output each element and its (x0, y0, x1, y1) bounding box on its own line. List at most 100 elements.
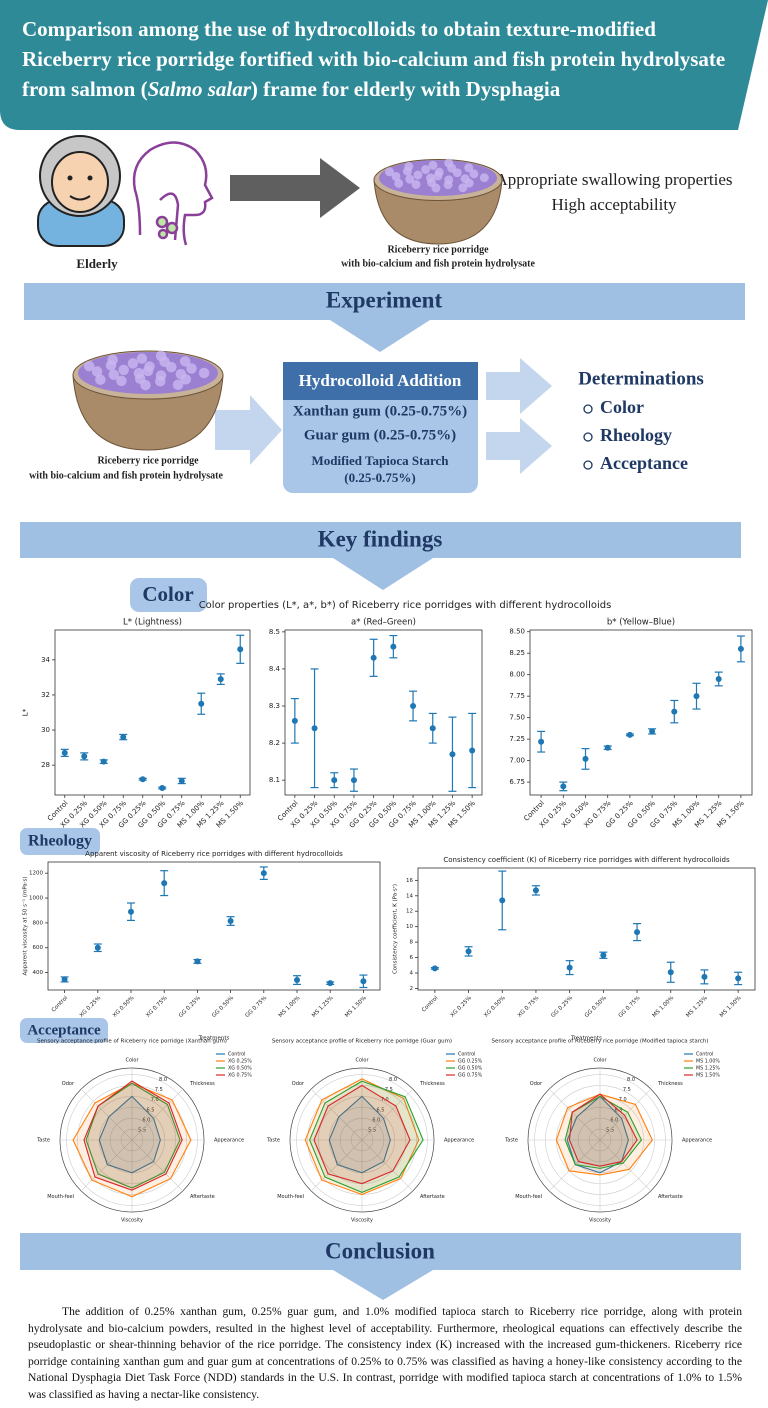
r-tick-label: 7.5 (623, 1087, 631, 1093)
spoke (548, 1088, 601, 1141)
x-tick-label: MS 1.25% (685, 995, 709, 1019)
section-heading: Experiment (326, 287, 443, 312)
x-tick-label: XG 0.50% (483, 995, 507, 1019)
series-area (85, 1082, 181, 1189)
x-tick-label: GG 0.50% (584, 995, 608, 1019)
bullet (583, 432, 593, 442)
point (227, 918, 234, 925)
spoke (548, 1139, 601, 1192)
chart-suptitle: Color properties (L*, a*, b*) of Riceber… (199, 600, 612, 611)
legend-label: XG 0.50% (228, 1066, 252, 1072)
y-tick-label: 34 (41, 656, 50, 664)
point (260, 870, 267, 877)
section-pointer (330, 320, 430, 352)
bullet (583, 460, 593, 470)
arrow (230, 158, 360, 218)
x-tick-label: Control (51, 995, 70, 1014)
point (604, 744, 611, 751)
axis-label: Aftertaste (190, 1194, 215, 1200)
point (649, 728, 656, 735)
chart-title: L* (Lightness) (123, 618, 182, 628)
y-tick-label: 12 (406, 909, 413, 915)
y-tick-label: 8.3 (269, 702, 280, 710)
grain (391, 171, 401, 181)
grain (394, 178, 404, 188)
chart-title: a* (Red–Green) (351, 618, 416, 628)
grain (198, 367, 210, 379)
point (360, 978, 367, 985)
y-tick-label: 1000 (29, 896, 43, 902)
series-area (309, 1080, 424, 1193)
point (701, 973, 708, 980)
x-tick-label: XG 0.50% (112, 995, 136, 1019)
legend-label: MS 1.25% (696, 1066, 720, 1072)
point (198, 700, 205, 707)
section-heading: Key findings (318, 526, 443, 551)
point (532, 887, 539, 894)
y-axis-label: Apparent viscosity at 50 s⁻¹ (mPa·s) (21, 876, 28, 975)
y-tick-label: 7.25 (509, 735, 525, 743)
label-box (130, 578, 207, 612)
point (560, 783, 567, 790)
chart-title: b* (Yellow–Blue) (607, 618, 675, 628)
throat-icon (132, 141, 214, 246)
x-tick-label: GG 0.75% (618, 995, 642, 1019)
x-tick-label: GG 0.25% (550, 995, 574, 1019)
axis-label: Mouth-feel (515, 1194, 542, 1200)
spoke (310, 1088, 363, 1141)
chart-title: Consistency coefficient (K) of Riceberry… (443, 856, 730, 864)
series-area (98, 1095, 161, 1174)
determination: Acceptance (600, 453, 688, 473)
axis-label: Taste (504, 1138, 518, 1144)
point (61, 976, 68, 983)
series-area (564, 1095, 643, 1169)
y-tick-label: 8.4 (269, 665, 281, 673)
y-tick-label: 7.75 (509, 692, 525, 700)
x-tick-label: Control (421, 995, 440, 1014)
axis-label: Mouth-feel (277, 1194, 304, 1200)
axis-label: Aftertaste (420, 1194, 445, 1200)
axis-label: Taste (266, 1138, 280, 1144)
label-box (20, 1018, 108, 1043)
r-tick-label: 6.5 (377, 1107, 385, 1113)
grain (155, 350, 167, 362)
axis-label: Appearance (444, 1138, 474, 1144)
axis-label: Color (125, 1058, 139, 1064)
point (94, 944, 101, 951)
point (737, 645, 744, 652)
point (634, 929, 641, 936)
point (128, 908, 134, 915)
plot-frame (417, 867, 756, 991)
chart-title: Sensory acceptance profile of Riceberry … (37, 1039, 227, 1045)
y-tick-label: 600 (33, 945, 44, 951)
label: Elderly (76, 256, 118, 271)
y-tick-label: 8.1 (269, 776, 280, 784)
r-tick-label: 5.5 (138, 1127, 146, 1133)
point (159, 784, 166, 791)
grain (411, 179, 421, 189)
axis-label: Odor (530, 1081, 543, 1087)
legend-label: XG 0.25% (228, 1059, 252, 1065)
point (327, 980, 334, 987)
grain (116, 375, 127, 387)
point (237, 646, 244, 653)
point (582, 755, 589, 762)
legend-label: Control (228, 1052, 245, 1058)
outcome: Appropriate swallowing properties (496, 170, 733, 189)
x-tick-label: XG 0.25% (450, 995, 474, 1019)
grain (83, 360, 95, 372)
point (693, 693, 700, 700)
y-tick-label: 30 (41, 726, 50, 734)
r-tick-label: 5.5 (368, 1127, 376, 1133)
grain (479, 173, 489, 183)
y-axis-label: L* (22, 708, 30, 716)
chart-title: Sensory acceptance profile of Riceberry … (272, 1039, 452, 1045)
y-tick-label: 10 (406, 924, 413, 930)
spoke (599, 1088, 652, 1141)
section-heading: Conclusion (325, 1238, 435, 1263)
point (311, 725, 318, 732)
header-banner (0, 0, 768, 130)
point (370, 654, 377, 661)
point (600, 952, 607, 959)
r-tick-label: 6.0 (610, 1117, 618, 1123)
